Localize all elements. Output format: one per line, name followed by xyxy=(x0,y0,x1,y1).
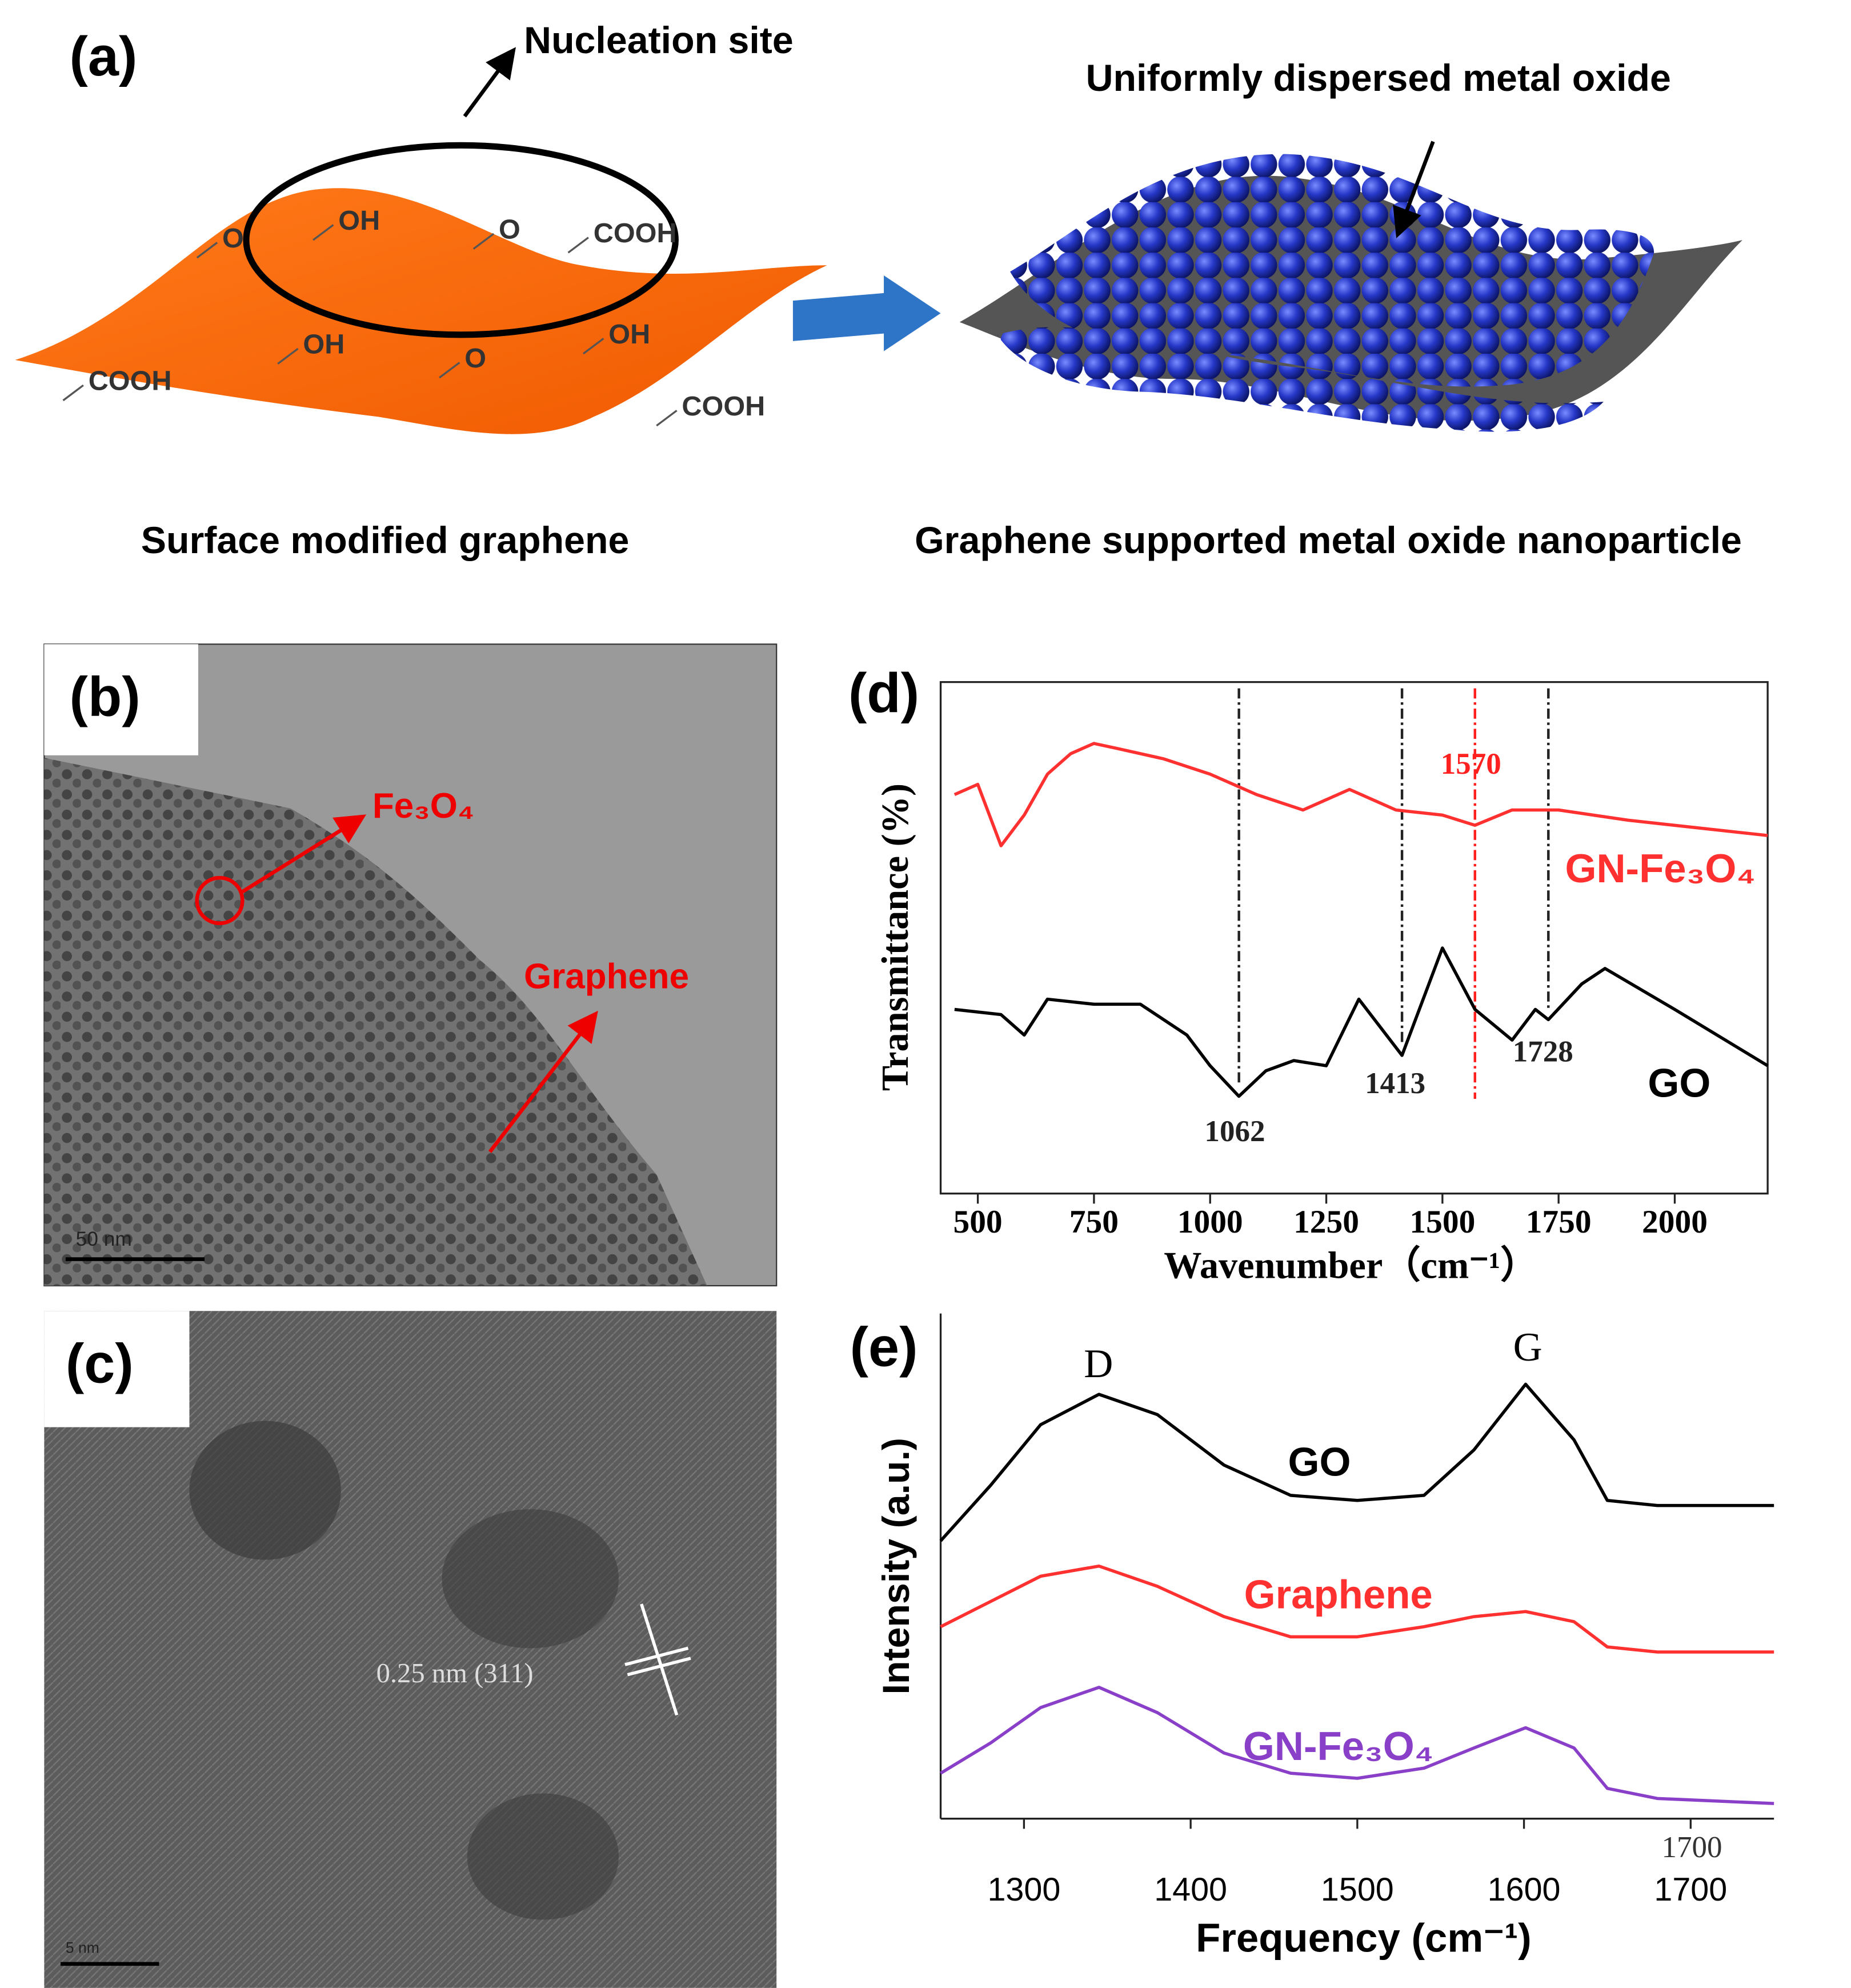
x-tick-label: 1700 xyxy=(1661,1831,1722,1864)
x-tick-label: 1250 xyxy=(1293,1204,1359,1240)
annotation: 0.25 nm (311) xyxy=(376,1658,534,1689)
nanoparticle-layer-lower xyxy=(997,327,1604,432)
bond xyxy=(439,362,460,379)
x-tick-label: 1500 xyxy=(1409,1204,1475,1240)
plot-frame xyxy=(939,681,1769,1195)
caption: Graphene supported metal oxide nanoparti… xyxy=(915,519,1742,562)
annotation: Fe₃O₄ xyxy=(372,786,474,826)
series-label: GN-Fe₃O₄ xyxy=(1565,846,1756,891)
bond xyxy=(277,347,299,365)
x-tick-label: 750 xyxy=(1069,1204,1119,1240)
label-box xyxy=(44,644,198,755)
scale-label: 5 nm xyxy=(66,1939,99,1956)
x-tick-label: 1000 xyxy=(1177,1204,1243,1240)
series-line xyxy=(939,1382,1774,1542)
y-axis-label: Transmittance (%) xyxy=(875,783,916,1091)
particle-region xyxy=(44,758,707,1286)
panel-label: (d) xyxy=(848,662,919,724)
group-label: O xyxy=(499,214,520,245)
annotation: Uniformly dispersed metal oxide xyxy=(1086,57,1671,99)
scale-label: 50 nm xyxy=(76,1228,132,1250)
nucleation-ellipse xyxy=(243,142,679,338)
reference-label: 1728 xyxy=(1513,1035,1573,1069)
dark-grain xyxy=(467,1793,619,1920)
group-label: OH xyxy=(338,205,380,236)
annotation: Graphene xyxy=(524,957,689,996)
series-line xyxy=(940,1564,1774,1654)
x-tick-label: 500 xyxy=(953,1204,1002,1240)
bond xyxy=(567,237,589,254)
graphene-sheet xyxy=(15,188,827,434)
peak-label: G xyxy=(1513,1325,1542,1370)
x-tick-label: 1400 xyxy=(1154,1871,1227,1908)
series-line xyxy=(954,946,1769,1098)
group-label: OH xyxy=(303,329,344,360)
series-label: GO xyxy=(1288,1439,1351,1485)
lattice-marker xyxy=(627,1657,691,1677)
particle-circle xyxy=(195,875,245,926)
x-axis-label: Frequency (cm⁻¹) xyxy=(1196,1915,1531,1961)
x-axis-label: Wavenumber（cm⁻¹） xyxy=(1164,1245,1538,1287)
group-label: COOH xyxy=(594,218,677,249)
dispersed-arrow xyxy=(1393,141,1435,238)
x-tick-label: 2000 xyxy=(1642,1204,1708,1240)
series-label: GO xyxy=(1648,1061,1710,1106)
dark-grain xyxy=(442,1509,619,1649)
x-tick-label: 1600 xyxy=(1488,1871,1561,1908)
reference-label: 1062 xyxy=(1204,1115,1265,1148)
lattice-marker xyxy=(640,1603,679,1716)
series-label: GN-Fe₃O₄ xyxy=(1243,1723,1434,1769)
label-box xyxy=(44,1311,190,1427)
x-tick-label: 1500 xyxy=(1321,1871,1394,1908)
group-label: OH xyxy=(608,319,650,350)
dark-grain xyxy=(189,1421,341,1560)
charts: 500 750 1000 1250 1500 1750 2000 (d) Wavenumber（… xyxy=(848,662,1774,1961)
process-arrow xyxy=(792,275,941,351)
reference-label: 1413 xyxy=(1365,1067,1425,1100)
bond xyxy=(196,242,218,259)
particle-arrow xyxy=(241,814,367,894)
y-axis-label: Intensity (a.u.) xyxy=(875,1438,918,1694)
peak-label: D xyxy=(1084,1342,1113,1386)
x-tick-label: 1700 xyxy=(1654,1871,1727,1908)
lattice-marker xyxy=(624,1646,689,1666)
series-line xyxy=(940,1686,1774,1805)
series-line xyxy=(953,742,1768,847)
group-label: O xyxy=(464,343,486,374)
nucleation-arrow xyxy=(463,47,516,118)
bond xyxy=(62,384,84,402)
panel-label: (c) xyxy=(66,1332,134,1394)
sheet-arrow xyxy=(488,1010,598,1153)
annotation: Nucleation site xyxy=(524,19,794,62)
bond xyxy=(583,338,604,355)
x-tick-label: 1300 xyxy=(987,1871,1060,1908)
bond xyxy=(656,410,678,427)
panel-label: (a) xyxy=(70,25,138,87)
bond xyxy=(472,233,495,250)
reference-label: 1570 xyxy=(1441,747,1501,781)
nanoparticle-layer xyxy=(1010,154,1654,387)
series-label: Graphene xyxy=(1244,1572,1433,1617)
panel-label: (e) xyxy=(850,1316,918,1378)
caption: Surface modified graphene xyxy=(141,519,630,562)
bond xyxy=(312,224,334,241)
group-label: COOH xyxy=(682,391,765,422)
x-tick-label: 1750 xyxy=(1526,1204,1592,1240)
group-label: COOH xyxy=(89,366,172,397)
panel-label: (b) xyxy=(70,665,141,727)
group-label: O xyxy=(222,223,244,254)
functional-groups: OH COOH O O OH OH O COOH COOH xyxy=(62,205,765,427)
